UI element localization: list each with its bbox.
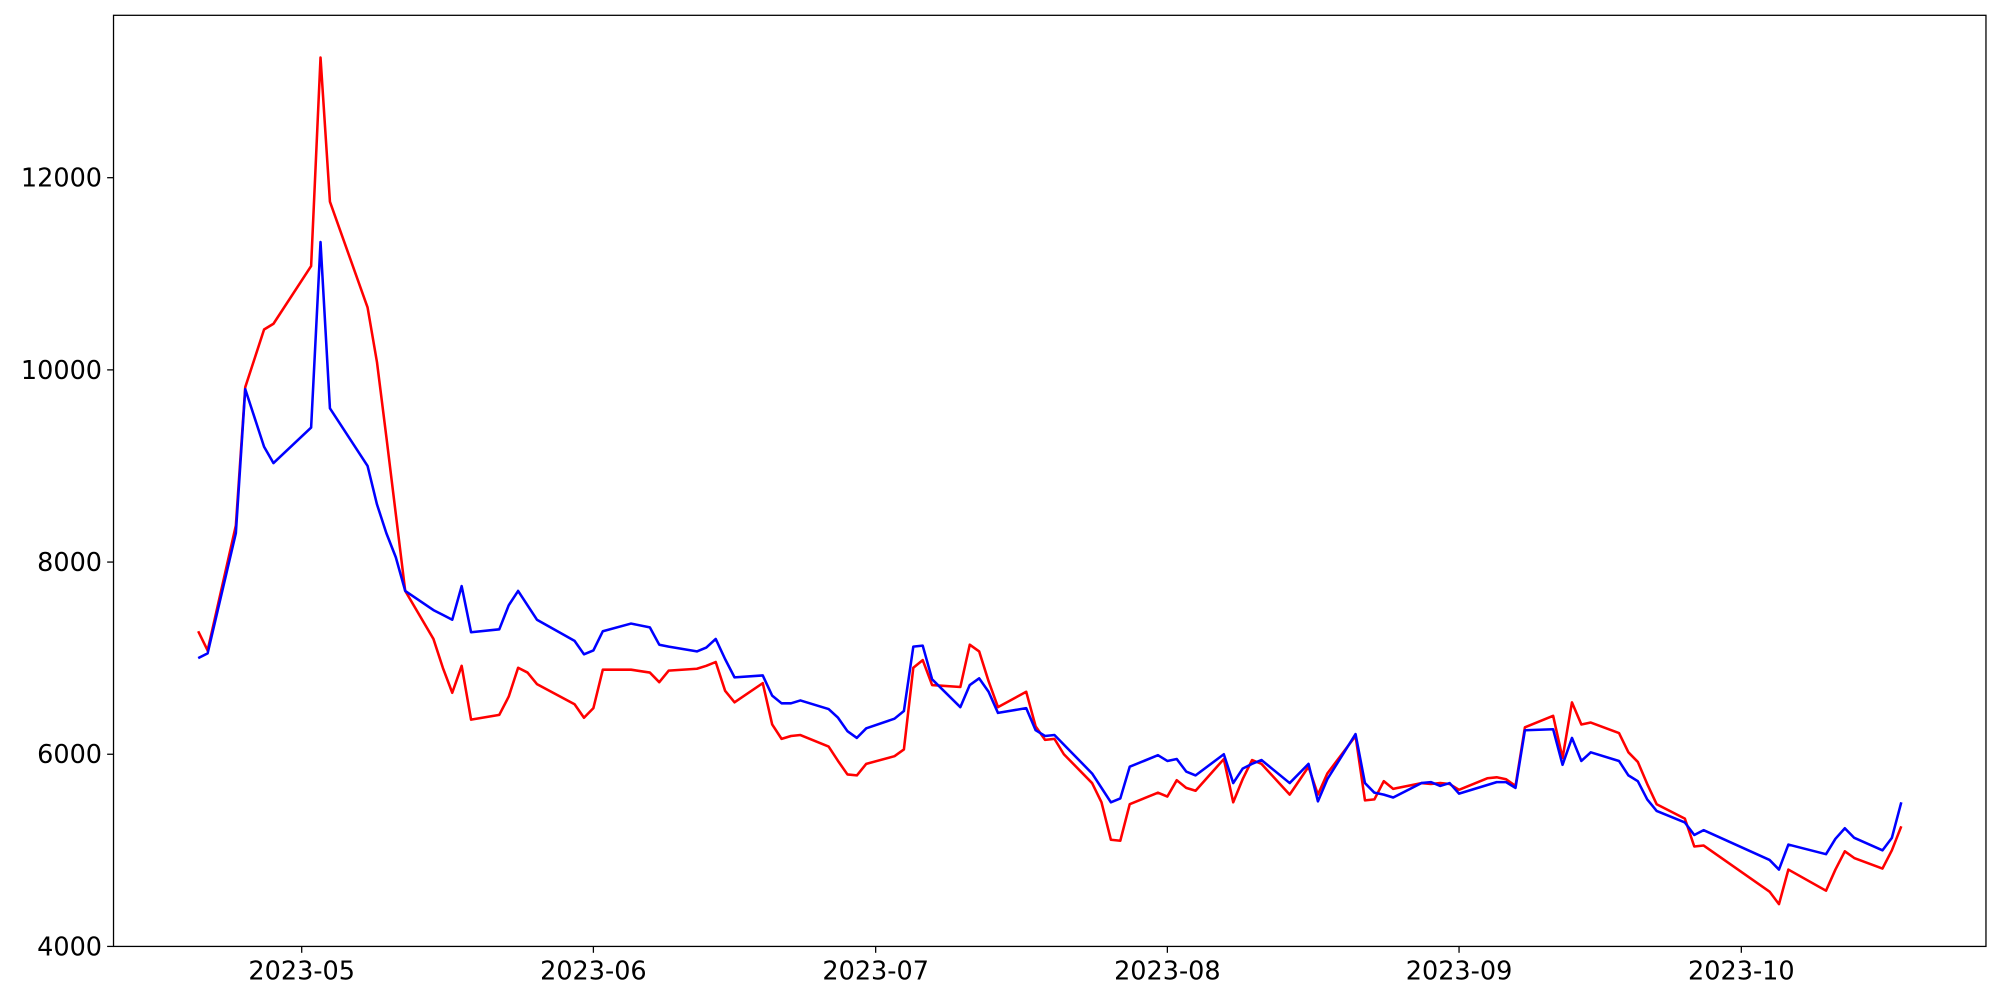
x-tick-label: 2023-10 <box>1688 957 1795 987</box>
x-tick-label: 2023-06 <box>540 957 647 987</box>
x-tick-label: 2023-09 <box>1406 957 1513 987</box>
y-tick-label: 12000 <box>21 164 102 194</box>
x-tick-label: 2023-08 <box>1114 957 1221 987</box>
y-tick-label: 6000 <box>37 740 102 770</box>
x-tick-label: 2023-07 <box>822 957 929 987</box>
series-line <box>197 56 1903 906</box>
y-tick-label: 4000 <box>37 932 102 962</box>
series-line <box>197 240 1903 871</box>
y-tick-label: 8000 <box>37 548 102 578</box>
x-tick-label: 2023-05 <box>248 957 355 987</box>
plot-frame <box>112 14 1987 948</box>
y-tick-label: 10000 <box>21 356 102 386</box>
